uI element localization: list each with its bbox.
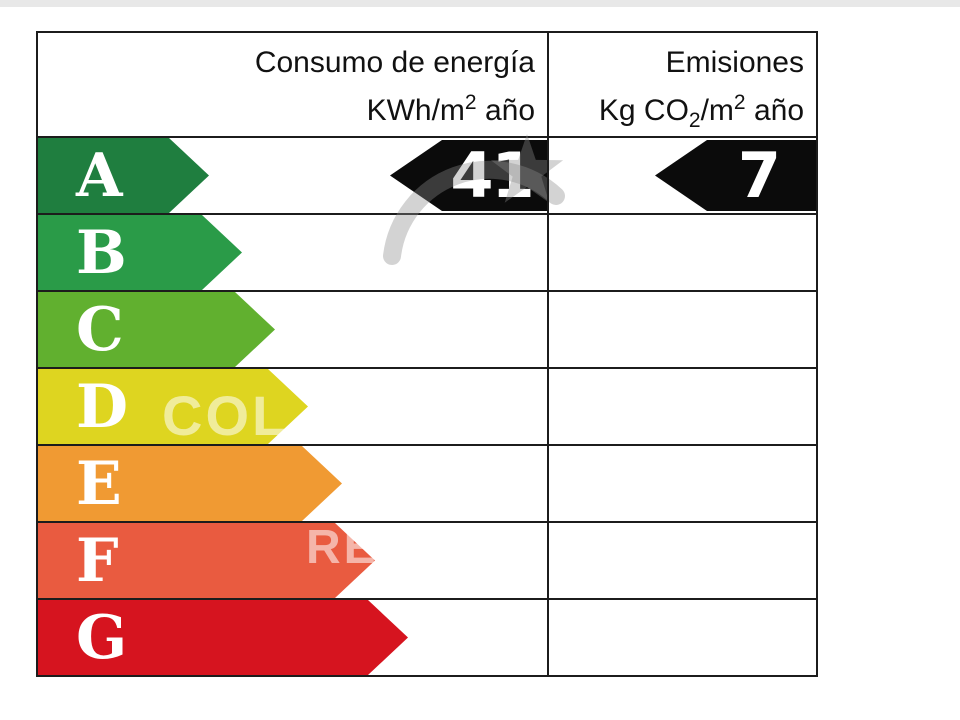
rating-letter-e: E — [76, 448, 122, 519]
column-divider — [547, 33, 549, 675]
rating-arrow-g: G — [38, 600, 408, 675]
rating-arrow-e: E — [38, 446, 342, 521]
rating-arrow-a: A — [38, 138, 209, 213]
consumo-unit-base: KWh/m — [366, 94, 465, 127]
consumo-value-arrow: 41 — [390, 140, 547, 211]
emisiones-unit-base2: /m — [700, 94, 734, 127]
column-header-consumo: Consumo de energía KWh/m2 año — [38, 33, 547, 136]
rating-rows: A 41 7 B C D E — [38, 138, 816, 675]
rating-arrow-c: C — [38, 292, 275, 367]
consumo-unit-sup: 2 — [464, 91, 477, 114]
emisiones-unit-rest: año — [745, 94, 804, 127]
emisiones-unit: Kg CO2/m2 año — [547, 83, 804, 141]
rating-arrow-b: B — [38, 215, 242, 290]
emisiones-unit-sub: 2 — [688, 109, 701, 132]
rating-row-b: B — [38, 215, 816, 292]
rating-letter-f: F — [76, 525, 119, 596]
rating-letter-b: B — [76, 217, 127, 288]
emisiones-value-arrow: 7 — [655, 140, 816, 211]
consumo-title: Consumo de energía — [254, 46, 535, 79]
rating-letter-a: A — [76, 140, 123, 211]
rating-arrow-f: F — [38, 523, 375, 598]
rating-row-f: F — [38, 523, 816, 600]
table-header: Consumo de energía KWh/m2 año Emisiones … — [38, 33, 816, 138]
rating-row-g: G — [38, 600, 816, 675]
rating-row-c: C — [38, 292, 816, 369]
column-header-emisiones: Emisiones Kg CO2/m2 año — [547, 33, 816, 136]
emisiones-title: Emisiones — [665, 46, 804, 79]
rating-row-d: D — [38, 369, 816, 446]
consumo-value: 41 — [450, 138, 534, 212]
consumo-unit: KWh/m2 año — [38, 83, 535, 131]
energy-certificate-table: Consumo de energía KWh/m2 año Emisiones … — [36, 31, 818, 677]
rating-row-e: E — [38, 446, 816, 523]
rating-letter-c: C — [76, 294, 124, 365]
rating-letter-d: D — [76, 371, 129, 442]
rating-arrow-d: D — [38, 369, 308, 444]
rating-letter-g: G — [76, 602, 128, 673]
rating-row-a: A 41 7 — [38, 138, 816, 215]
consumo-unit-rest: año — [476, 94, 535, 127]
image-top-strip — [0, 0, 960, 7]
emisiones-unit-base1: Kg CO — [598, 94, 689, 127]
emisiones-unit-sup: 2 — [733, 91, 746, 114]
emisiones-value: 7 — [737, 138, 781, 212]
